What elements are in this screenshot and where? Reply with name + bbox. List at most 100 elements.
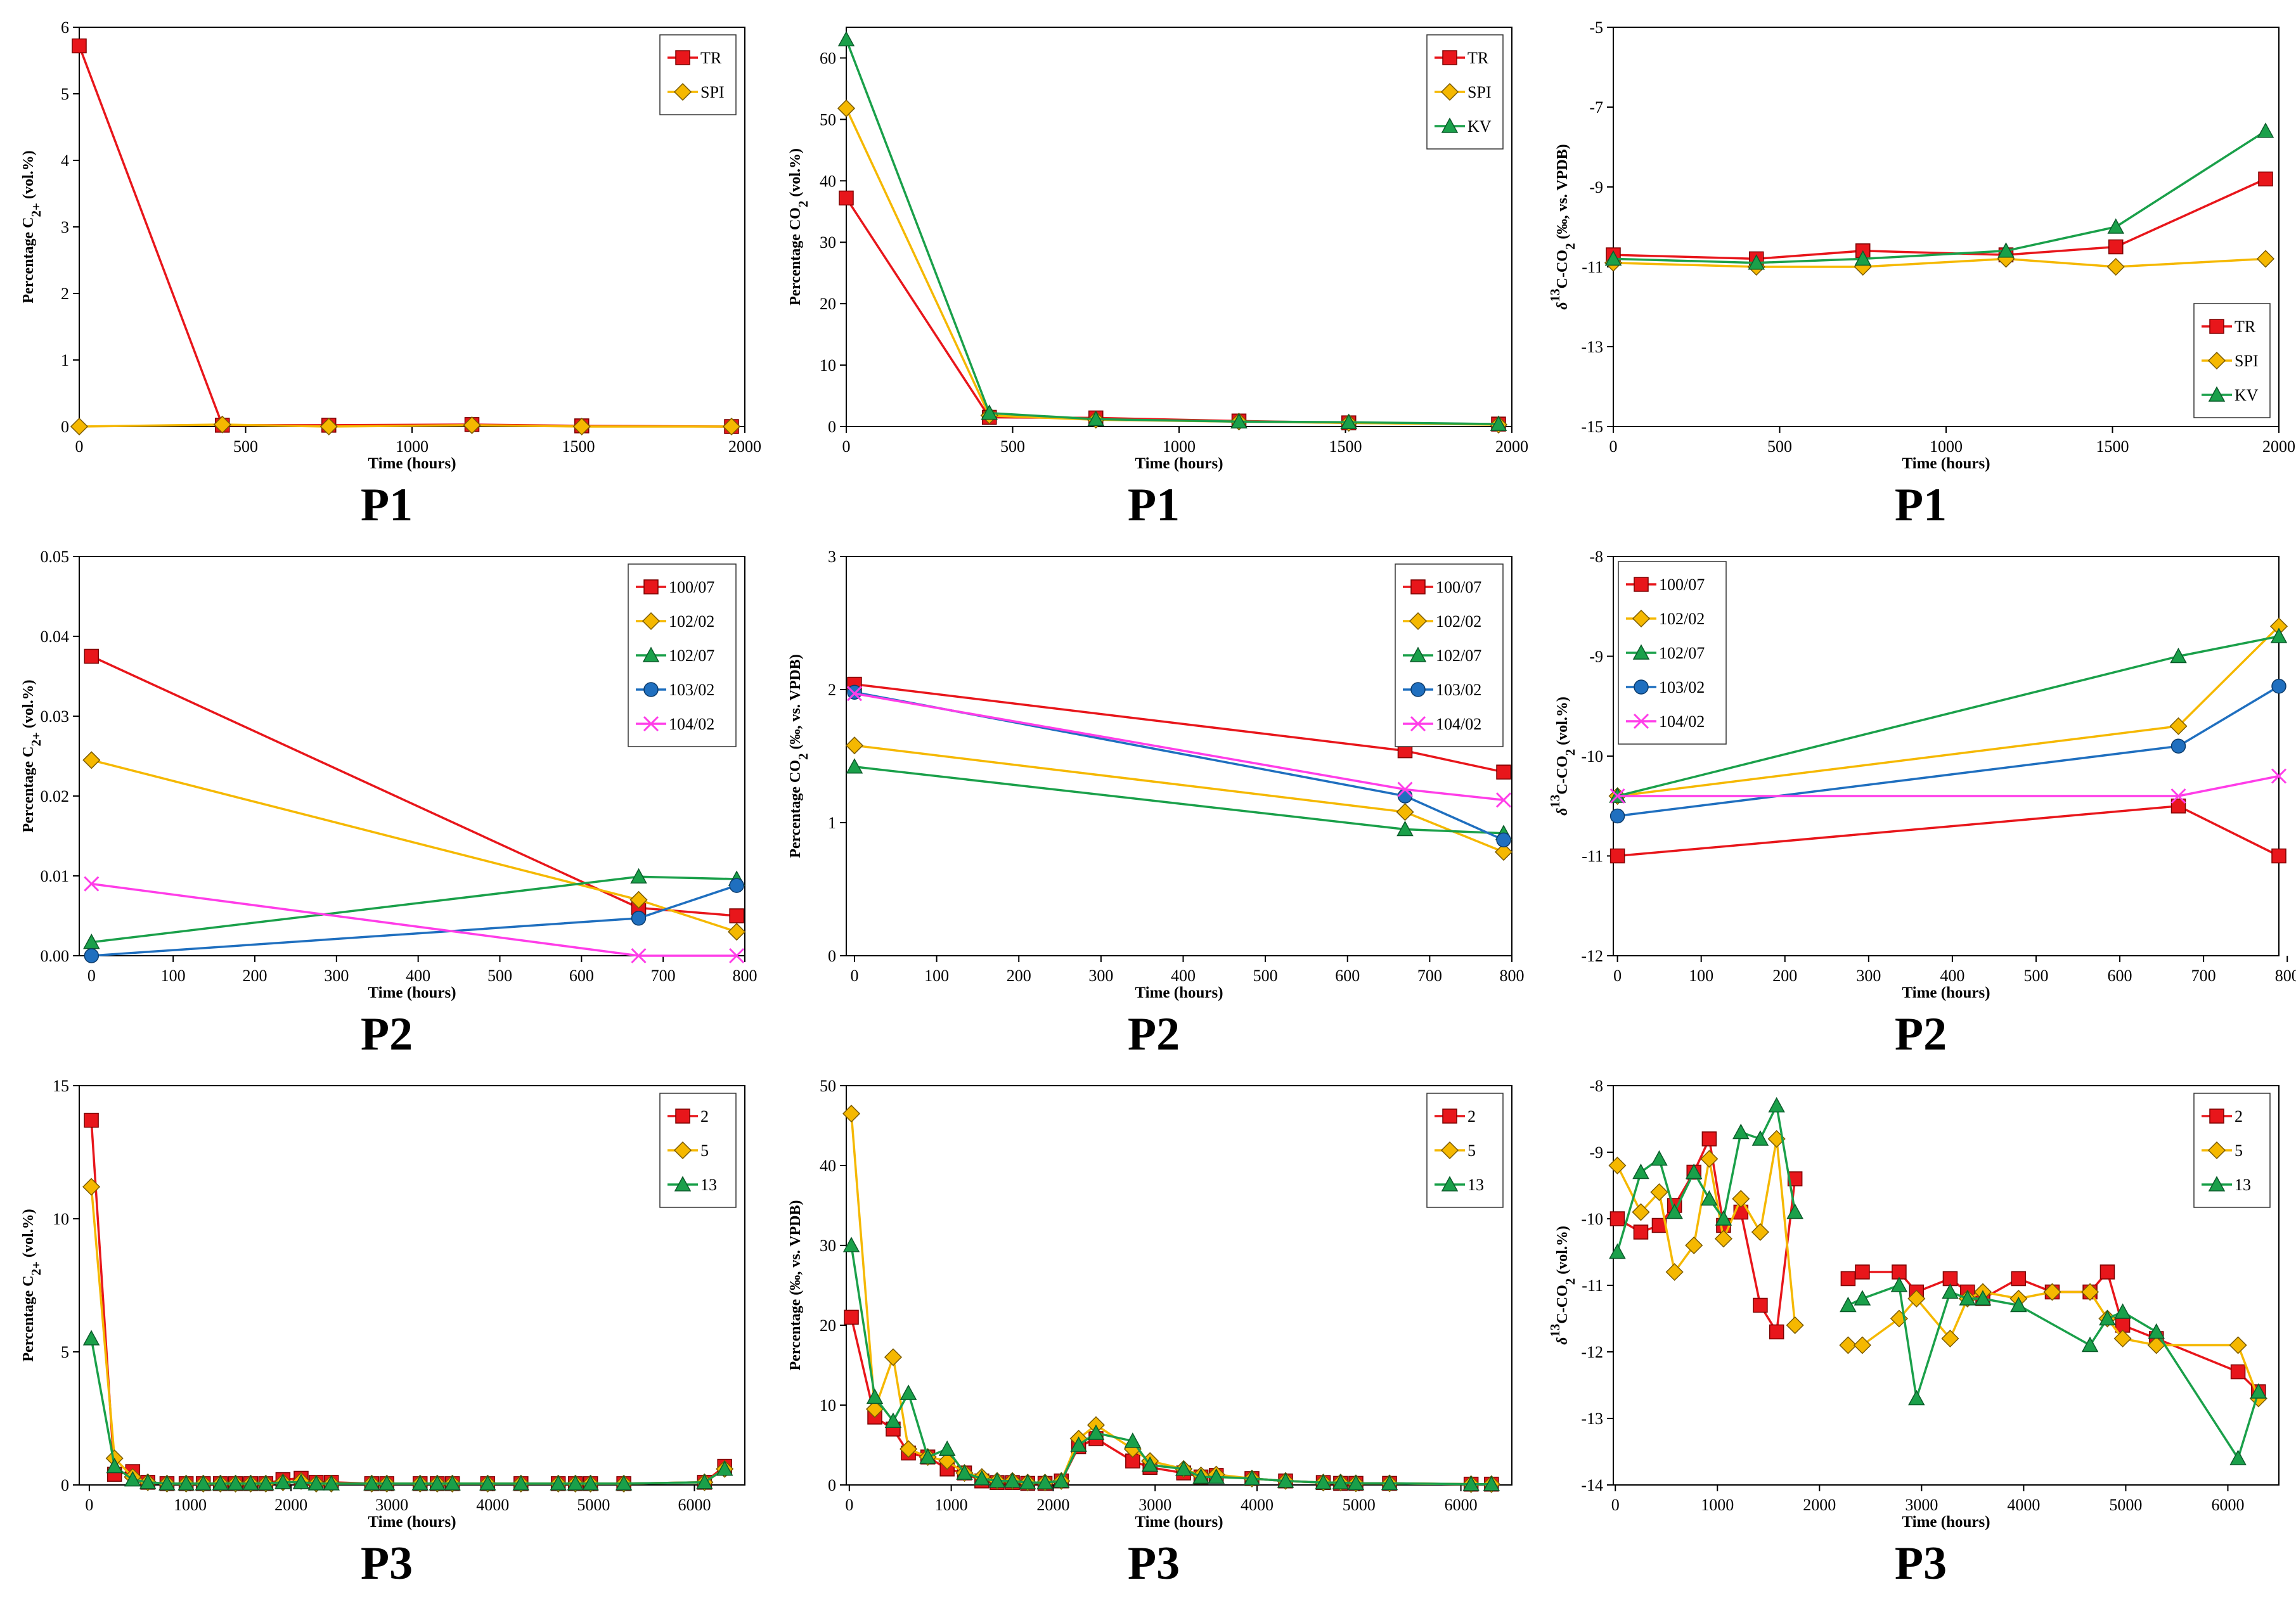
data-point <box>1141 1456 1159 1472</box>
legend-marker <box>675 50 690 65</box>
data-point <box>1839 1336 1857 1354</box>
y-tick-label: 10 <box>820 1396 836 1415</box>
y-tick-label: 50 <box>820 110 836 129</box>
x-tick-label: 0 <box>850 967 858 985</box>
data-point <box>1003 1472 1021 1488</box>
data-point <box>82 751 101 769</box>
data-point <box>1753 1297 1768 1313</box>
data-point <box>2108 239 2124 255</box>
data-point <box>722 417 741 436</box>
data-point <box>1396 803 1414 821</box>
series-103-02 <box>1609 679 2286 824</box>
data-point <box>2114 1303 2131 1319</box>
data-point <box>1397 781 1413 797</box>
legend-marker <box>1409 612 1428 631</box>
data-point <box>1496 764 1511 780</box>
data-point <box>1855 1264 1870 1280</box>
legend-marker <box>1632 609 1651 628</box>
series-KV <box>837 30 1507 431</box>
y-tick-label: 10 <box>820 356 836 375</box>
y-tick-label: 15 <box>53 1077 69 1095</box>
data-point <box>1609 1211 1625 1226</box>
legend-label: 102/07 <box>669 646 714 665</box>
data-point <box>2169 717 2188 735</box>
data-point <box>363 1475 380 1491</box>
panel-caption: P3 <box>360 1538 413 1590</box>
data-point <box>1609 808 1625 824</box>
data-point <box>1396 820 1414 837</box>
x-axis-label: Time (hours) <box>368 984 456 1001</box>
data-point <box>1714 1230 1732 1248</box>
x-tick-label: 2000 <box>2262 437 2295 456</box>
data-point <box>572 417 591 436</box>
x-tick-label: 0 <box>1609 437 1618 456</box>
x-tick-label: 1500 <box>562 437 595 456</box>
y-tick-label: -11 <box>1582 1276 1603 1295</box>
data-point <box>1494 843 1513 861</box>
data-point <box>2010 1296 2027 1313</box>
data-point <box>1854 1290 1871 1306</box>
legend-marker <box>2209 1108 2224 1124</box>
data-point <box>257 1475 274 1491</box>
data-point <box>1340 413 1358 429</box>
x-tick-label: 6000 <box>2211 1496 2244 1514</box>
data-point <box>512 1475 530 1491</box>
data-point <box>1608 1156 1627 1175</box>
legend-label: TR <box>1467 49 1489 67</box>
data-point <box>567 1475 584 1491</box>
data-point <box>1840 1271 1856 1287</box>
data-point <box>84 648 100 664</box>
data-point <box>2170 788 2186 804</box>
x-tick-label: 200 <box>1007 967 1031 985</box>
y-tick-label: -8 <box>1589 548 1603 566</box>
x-tick-label: 700 <box>2191 967 2216 985</box>
legend-marker <box>1410 682 1426 697</box>
legend-marker <box>1634 577 1649 592</box>
data-point <box>2081 1336 2099 1352</box>
data-point <box>2099 1309 2116 1326</box>
x-tick-label: 1500 <box>2096 437 2129 456</box>
data-point <box>1462 1475 1480 1491</box>
y-axis-label: Percentage (‰, vs. VPDB) <box>787 1200 804 1370</box>
x-axis-label: Time (hours) <box>1902 1513 1990 1531</box>
data-point <box>1087 1424 1105 1440</box>
y-tick-label: -8 <box>1589 1077 1603 1095</box>
data-point <box>956 1464 973 1480</box>
chart-p3-percentage: 0 1000 2000 3000 4000 5000 6000 0 10 20 30 40 50 Time… <box>787 1077 1512 1531</box>
series-line <box>1617 805 2280 858</box>
data-point <box>2113 1329 2132 1348</box>
data-point <box>1732 1190 1750 1208</box>
legend-marker <box>2208 1176 2226 1192</box>
legend-label: 104/02 <box>669 715 714 733</box>
y-tick-label: 0.04 <box>41 627 70 646</box>
data-point <box>292 1474 310 1489</box>
series-102-02 <box>82 751 746 941</box>
panel-9: 0 1000 2000 3000 4000 5000 6000 -14 -13 -12 -11 -10… <box>1540 1062 2296 1597</box>
x-tick-label: 500 <box>233 437 258 456</box>
x-tick-label: 100 <box>161 967 186 985</box>
legend-label: 103/02 <box>669 681 714 699</box>
series-line <box>78 45 732 428</box>
data-point <box>919 1448 936 1464</box>
chart-p3-c2plus: 0 1000 2000 3000 4000 5000 6000 0 5 10 15 Time (hou… <box>20 1077 745 1531</box>
series-line <box>1613 177 2266 260</box>
data-point <box>981 404 998 420</box>
data-point <box>550 1475 567 1491</box>
legend: TR SPI <box>659 34 737 115</box>
legend-label: SPI <box>700 83 725 101</box>
data-point <box>84 948 100 963</box>
data-point <box>1769 1324 1784 1340</box>
data-point <box>729 948 745 964</box>
data-point <box>2170 647 2187 664</box>
plot-area <box>70 38 741 436</box>
y-tick-label: -11 <box>1582 847 1603 866</box>
data-point <box>1650 1183 1668 1202</box>
x-tick-label: 500 <box>487 967 512 985</box>
panel-2: 0 500 1000 1500 2000 0 10 20 30 40 50 60 Time (hours… <box>773 3 1534 539</box>
data-point <box>72 38 87 54</box>
data-point <box>212 1475 229 1491</box>
data-point <box>1070 1436 1087 1452</box>
x-axis-label: Time (hours) <box>1902 455 1990 472</box>
data-point <box>1751 1130 1769 1146</box>
data-point <box>1604 250 1622 266</box>
